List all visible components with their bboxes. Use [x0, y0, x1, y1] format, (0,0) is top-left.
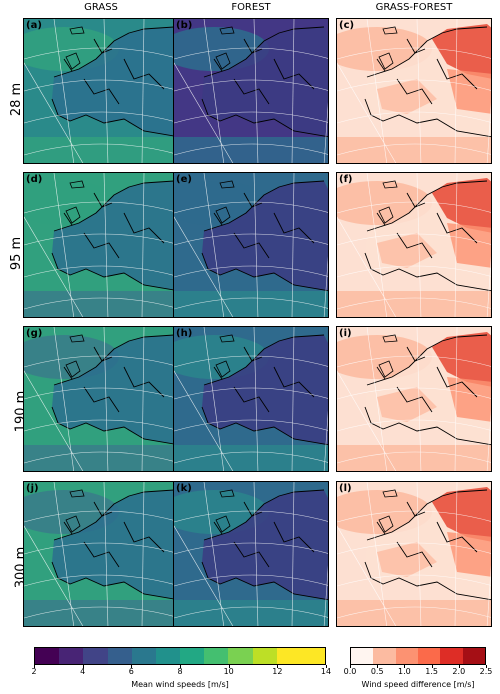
colorbar-swatch [131, 648, 156, 664]
colorbar-swatch [462, 648, 485, 664]
tick-mark [404, 665, 406, 668]
panel-label: (l) [339, 483, 352, 494]
map-image [24, 19, 178, 163]
map-panel-grass-row2: (d) [23, 172, 179, 318]
colorbar-wind-title: Mean wind speeds [m/s] [131, 680, 229, 689]
tick-mark [350, 665, 351, 668]
tick-label: 6 [128, 667, 134, 676]
colorbar-swatch [204, 648, 229, 664]
panel-label: (i) [339, 328, 352, 339]
colorbar-swatch [440, 648, 463, 664]
tick-mark [34, 665, 35, 668]
colorbar-swatch [155, 648, 181, 664]
colorbar-diff-title: Wind speed difference [m/s] [361, 680, 475, 689]
map-image [24, 482, 178, 626]
map-panel-diff-row2: (f) [336, 172, 492, 318]
column-title-grass-forest: GRASS-FOREST [375, 2, 453, 13]
tick-mark [377, 665, 379, 668]
tick-label: 1.5 [425, 667, 438, 676]
colorbar-swatch [351, 648, 374, 664]
map-panel-forest-row4: (k) [173, 481, 329, 627]
tick-label: 0.0 [343, 667, 357, 676]
tick-label: 14 [320, 667, 332, 676]
tick-label: 8 [177, 667, 183, 676]
tick-mark [458, 665, 460, 668]
tick-label: 0.5 [370, 667, 384, 676]
tick-mark [180, 665, 181, 668]
colorbar-swatch [300, 648, 326, 664]
tick-label: 1.0 [398, 667, 411, 676]
colorbar-swatch [59, 648, 84, 664]
map-image [174, 19, 328, 163]
map-panel-forest-row1: (b) [173, 18, 329, 164]
map-panel-diff-row4: (l) [336, 481, 492, 627]
tick-mark [431, 665, 433, 668]
tick-label: 4 [80, 667, 86, 676]
tick-mark [131, 665, 133, 668]
tick-mark [277, 665, 279, 668]
map-image [174, 327, 328, 471]
tick-mark [486, 665, 487, 668]
colorbar-swatch [395, 648, 418, 664]
map-panel-forest-row2: (e) [173, 172, 329, 318]
tick-label: 2.0 [452, 667, 466, 676]
colorbar-swatch [83, 648, 108, 664]
map-image [337, 482, 491, 626]
tick-label: 12 [272, 667, 283, 676]
map-image [174, 482, 328, 626]
panel-label: (j) [26, 483, 39, 494]
map-image [337, 327, 491, 471]
map-panel-grass-row3: (g) [23, 326, 179, 472]
tick-label: 10 [223, 667, 234, 676]
map-panel-grass-row1: (a) [23, 18, 179, 164]
map-panel-diff-row3: (i) [336, 326, 492, 472]
tick-label: 2.5 [479, 667, 493, 676]
panel-label: (a) [26, 20, 42, 31]
map-image [337, 173, 491, 317]
tick-label: 2 [31, 667, 37, 676]
panel-label: (g) [26, 328, 43, 339]
map-panel-diff-row1: (c) [336, 18, 492, 164]
panel-label: (e) [176, 174, 192, 185]
colorbar-swatch [35, 648, 60, 664]
colorbar-swatch [252, 648, 277, 664]
panel-label: (h) [176, 328, 193, 339]
column-title-grass: GRASS [84, 2, 118, 13]
panel-label: (c) [339, 20, 355, 31]
tick-mark [228, 665, 230, 668]
panel-label: (d) [26, 174, 43, 185]
panel-label: (b) [176, 20, 193, 31]
map-panel-grass-row4: (j) [23, 481, 179, 627]
panel-label: (f) [339, 174, 353, 185]
map-panel-forest-row3: (h) [173, 326, 329, 472]
map-image [174, 173, 328, 317]
panel-label: (k) [176, 483, 192, 494]
colorbar-swatch [228, 648, 253, 664]
colorbar-wind-difference [350, 647, 486, 665]
tick-mark [326, 665, 327, 668]
tick-mark [82, 665, 84, 668]
colorbar-swatch [373, 648, 396, 664]
colorbar-swatch [417, 648, 441, 664]
map-image [24, 327, 178, 471]
colorbar-swatch [180, 648, 205, 664]
colorbar-swatch [107, 648, 132, 664]
map-image [24, 173, 178, 317]
colorbar-swatch [276, 648, 301, 664]
column-title-forest: FOREST [231, 2, 271, 13]
map-image [337, 19, 491, 163]
colorbar-wind-speed [34, 647, 326, 665]
